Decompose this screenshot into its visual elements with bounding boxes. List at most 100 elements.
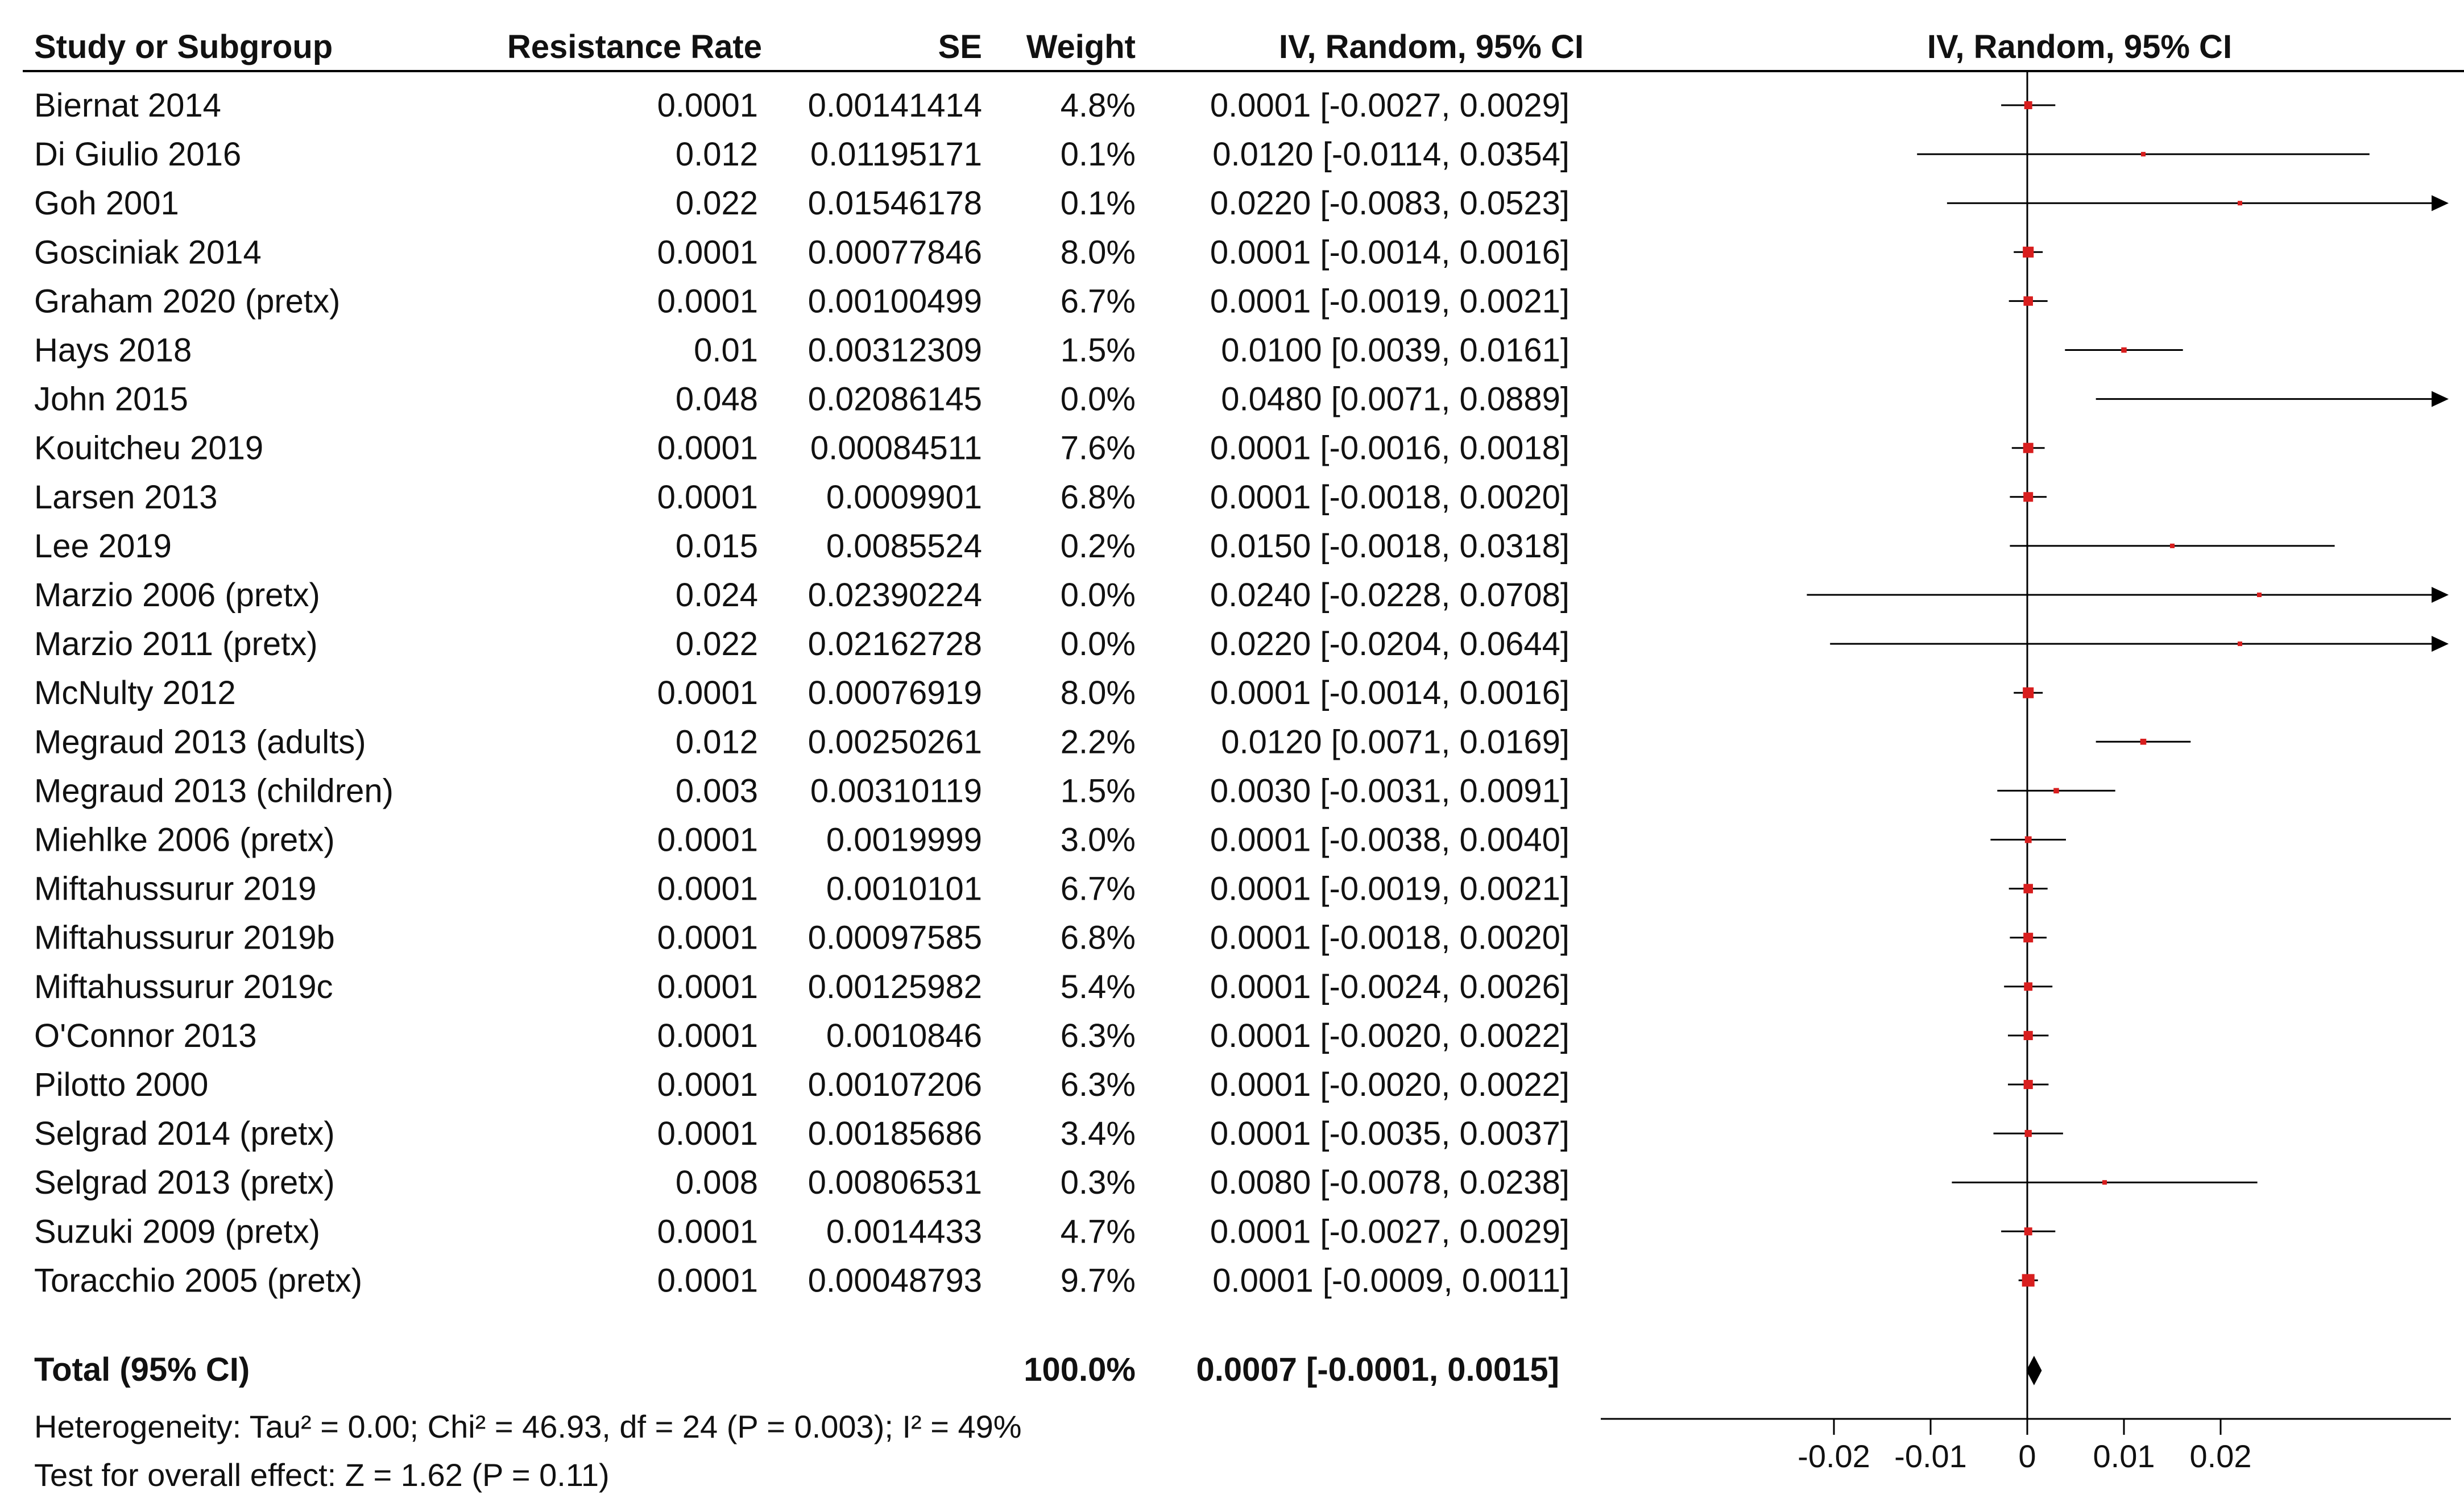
point-estimate — [2022, 1274, 2035, 1287]
total-label: Total (95% CI) — [34, 1351, 250, 1388]
ci-value: 0.0001 [-0.0020, 0.0022] — [1210, 1066, 1569, 1103]
study-name: Goh 2001 — [34, 185, 179, 222]
resistance-rate: 0.0001 — [657, 234, 758, 271]
weight: 6.3% — [1061, 1017, 1136, 1054]
weight: 4.8% — [1061, 87, 1136, 124]
weight: 4.7% — [1061, 1213, 1136, 1250]
point-estimate — [2140, 739, 2147, 745]
ci-value: 0.0030 [-0.0031, 0.0091] — [1210, 772, 1569, 809]
weight: 0.1% — [1061, 136, 1136, 173]
point-estimate — [2023, 1079, 2033, 1090]
table-row: John 2015 0.048 0.02086145 0.0% 0.0480 [0.00… — [34, 381, 1569, 418]
table-row: Graham 2020 (pretx) 0.0001 0.00100499 6.7% 0… — [34, 283, 1569, 320]
standard-error: 0.02390224 — [808, 577, 982, 614]
resistance-rate: 0.048 — [676, 381, 758, 418]
weight: 9.7% — [1061, 1262, 1136, 1299]
study-name: Selgrad 2013 (pretx) — [34, 1164, 335, 1201]
weight: 0.2% — [1061, 528, 1136, 565]
point-estimate — [2024, 1129, 2032, 1137]
resistance-rate: 0.0001 — [657, 430, 758, 467]
ci-value: 0.0001 [-0.0024, 0.0026] — [1210, 968, 1569, 1005]
standard-error: 0.0014433 — [826, 1213, 982, 1250]
table-row: Miftahussurur 2019b 0.0001 0.00097585 6.8% 0… — [34, 920, 1569, 957]
header-resistance-rate: Resistance Rate — [507, 28, 762, 65]
resistance-rate: 0.0001 — [657, 87, 758, 124]
study-name: O'Connor 2013 — [34, 1017, 257, 1054]
weight: 1.5% — [1061, 772, 1136, 809]
weight: 6.8% — [1061, 479, 1136, 516]
point-estimate — [2023, 1030, 2033, 1040]
resistance-rate: 0.003 — [676, 772, 758, 809]
weight: 7.6% — [1061, 430, 1136, 467]
standard-error: 0.02086145 — [808, 381, 982, 418]
study-name: Larsen 2013 — [34, 479, 217, 516]
ci-value: 0.0001 [-0.0038, 0.0040] — [1210, 822, 1569, 859]
study-name: Miftahussurur 2019b — [34, 920, 335, 957]
study-name: Toracchio 2005 (pretx) — [34, 1262, 362, 1299]
ci-value: 0.0240 [-0.0228, 0.0708] — [1210, 577, 1569, 614]
point-estimate — [2023, 296, 2033, 306]
standard-error: 0.0010101 — [826, 871, 982, 908]
standard-error: 0.0019999 — [826, 822, 982, 859]
weight: 6.3% — [1061, 1066, 1136, 1103]
standard-error: 0.00100499 — [808, 283, 982, 320]
ci-value: 0.0150 [-0.0018, 0.0318] — [1210, 528, 1569, 565]
point-estimate — [2023, 884, 2033, 893]
table-row: Selgrad 2013 (pretx) 0.008 0.00806531 0.3% 0… — [34, 1164, 1569, 1201]
ci-value: 0.0220 [-0.0204, 0.0644] — [1210, 626, 1569, 663]
overall-effect-text: Test for overall effect: Z = 1.62 (P = 0… — [34, 1457, 610, 1493]
plot-area: -0.02 -0.01 0 0.01 0.02 — [1601, 71, 2451, 1474]
resistance-rate: 0.0001 — [657, 1213, 758, 1250]
table-row: Biernat 2014 0.0001 0.00141414 4.8% 0.0001 [… — [34, 87, 1569, 124]
ci-value: 0.0001 [-0.0018, 0.0020] — [1210, 920, 1569, 957]
weight: 0.0% — [1061, 626, 1136, 663]
resistance-rate: 0.024 — [676, 577, 758, 614]
study-name: Gosciniak 2014 — [34, 234, 262, 271]
table-row: Megraud 2013 (children) 0.003 0.00310119 1.… — [34, 772, 1569, 809]
standard-error: 0.01546178 — [808, 185, 982, 222]
ci-arrow-right — [2432, 391, 2449, 407]
point-estimate — [2141, 152, 2146, 157]
table-row: Pilotto 2000 0.0001 0.00107206 6.3% 0.0001 [… — [34, 1066, 1569, 1103]
total-diamond — [2026, 1356, 2042, 1385]
table-row: Selgrad 2014 (pretx) 0.0001 0.00185686 3.4%… — [34, 1115, 1569, 1152]
study-name: Miehlke 2006 (pretx) — [34, 822, 335, 859]
ci-value: 0.0001 [-0.0027, 0.0029] — [1210, 1213, 1569, 1250]
study-name: Kouitcheu 2019 — [34, 430, 263, 467]
study-name: Miftahussurur 2019c — [34, 968, 333, 1005]
study-name: Hays 2018 — [34, 332, 192, 369]
weight: 8.0% — [1061, 234, 1136, 271]
study-name: Suzuki 2009 (pretx) — [34, 1213, 320, 1250]
point-estimate — [2024, 1227, 2032, 1236]
ci-arrow-right — [2432, 636, 2449, 652]
ci-arrow-right — [2432, 195, 2449, 212]
ci-value: 0.0001 [-0.0016, 0.0018] — [1210, 430, 1569, 467]
weight: 6.8% — [1061, 920, 1136, 957]
standard-error: 0.01195171 — [810, 136, 982, 173]
study-name: Marzio 2006 (pretx) — [34, 577, 320, 614]
standard-error: 0.0010846 — [826, 1017, 982, 1054]
resistance-rate: 0.0001 — [657, 968, 758, 1005]
study-name: John 2015 — [34, 381, 188, 418]
study-name: Miftahussurur 2019 — [34, 871, 316, 908]
header-row: Study or Subgroup Resistance Rate SE Wei… — [34, 28, 2232, 65]
table-row: Gosciniak 2014 0.0001 0.00077846 8.0% 0.0001… — [34, 234, 1569, 271]
table-row: Miftahussurur 2019c 0.0001 0.00125982 5.4% 0… — [34, 968, 1569, 1005]
ci-value: 0.0120 [-0.0114, 0.0354] — [1212, 136, 1569, 173]
table-row: Di Giulio 2016 0.012 0.01195171 0.1% 0.0120 … — [34, 136, 1569, 173]
weight: 0.0% — [1061, 577, 1136, 614]
ci-value: 0.0001 [-0.0019, 0.0021] — [1210, 871, 1569, 908]
standard-error: 0.00312309 — [808, 332, 982, 369]
study-name: Di Giulio 2016 — [34, 136, 241, 173]
study-name: Graham 2020 (pretx) — [34, 283, 340, 320]
table-row: Miehlke 2006 (pretx) 0.0001 0.0019999 3.0% 0… — [34, 822, 1569, 859]
weight: 6.7% — [1061, 871, 1136, 908]
table-row: Suzuki 2009 (pretx) 0.0001 0.0014433 4.7% 0.… — [34, 1213, 1569, 1250]
resistance-rate: 0.01 — [694, 332, 758, 369]
weight: 0.1% — [1061, 185, 1136, 222]
study-table: Biernat 2014 0.0001 0.00141414 4.8% 0.0001 [… — [34, 87, 1569, 1299]
ci-value: 0.0220 [-0.0083, 0.0523] — [1210, 185, 1569, 222]
study-name: Biernat 2014 — [34, 87, 221, 124]
ci-value: 0.0001 [-0.0019, 0.0021] — [1210, 283, 1569, 320]
weight: 2.2% — [1061, 723, 1136, 760]
